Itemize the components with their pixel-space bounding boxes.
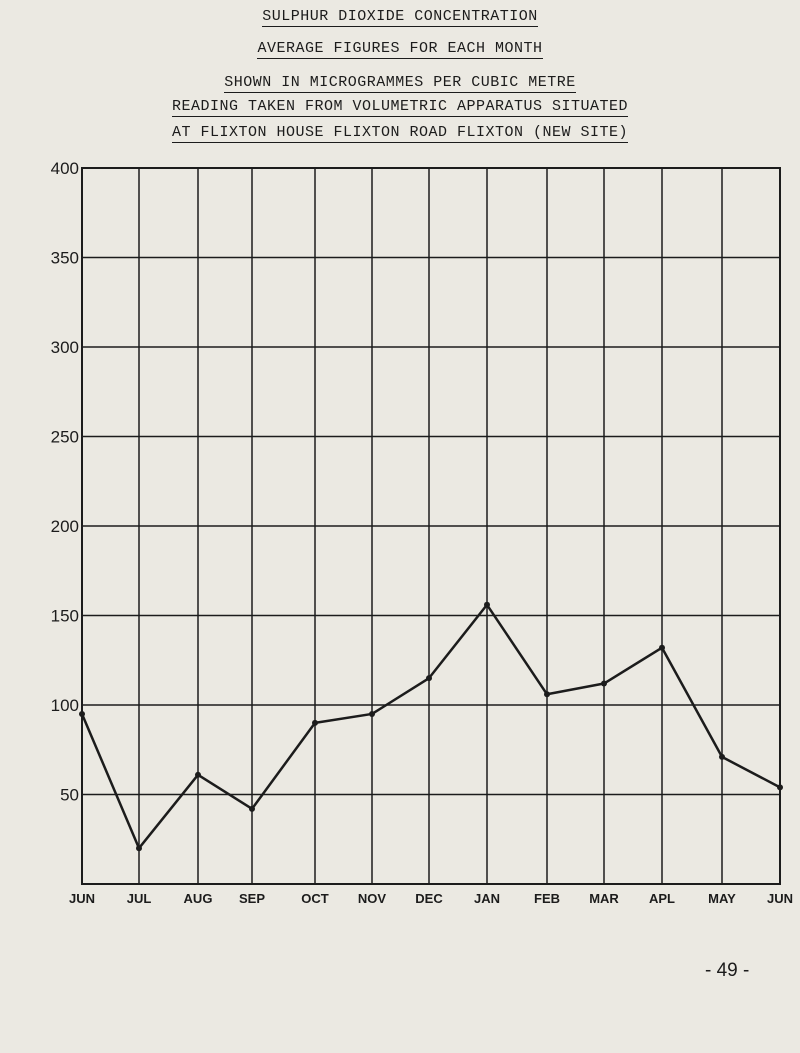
- data-point: [484, 601, 490, 608]
- chart-subtitle-1: AVERAGE FIGURES FOR EACH MONTH: [0, 40, 800, 59]
- x-tick-label: MAY: [708, 891, 736, 906]
- title-line-5: AT FLIXTON HOUSE FLIXTON ROAD FLIXTON (N…: [171, 124, 629, 143]
- chart-title: SULPHUR DIOXIDE CONCENTRATION: [0, 8, 800, 27]
- x-tick-label: JUN: [767, 891, 793, 906]
- page-number: - 49 -: [705, 960, 750, 981]
- data-point: [544, 691, 550, 698]
- y-tick-label: 200: [51, 517, 79, 536]
- x-tick-label: JUN: [69, 891, 95, 906]
- y-tick-label: 100: [51, 696, 79, 715]
- data-point: [719, 753, 725, 760]
- y-tick-label: 150: [51, 607, 79, 626]
- x-tick-label: JUL: [127, 891, 152, 906]
- data-point: [312, 719, 318, 726]
- x-tick-label: JAN: [474, 891, 500, 906]
- data-point: [426, 675, 432, 682]
- data-point: [601, 680, 607, 687]
- x-tick-label: NOV: [358, 891, 387, 906]
- data-point: [79, 710, 85, 717]
- title-line-1: SULPHUR DIOXIDE CONCENTRATION: [262, 8, 538, 27]
- x-tick-label: DEC: [415, 891, 443, 906]
- title-line-3: SHOWN IN MICROGRAMMES PER CUBIC METRE: [224, 74, 576, 93]
- title-line-4: READING TAKEN FROM VOLUMETRIC APPARATUS …: [171, 98, 629, 117]
- x-tick-label: SEP: [239, 891, 265, 906]
- y-tick-label: 300: [51, 338, 79, 357]
- chart-subtitle-3: READING TAKEN FROM VOLUMETRIC APPARATUS …: [0, 98, 800, 117]
- x-tick-label: AUG: [184, 891, 213, 906]
- data-point: [136, 845, 142, 852]
- data-point: [195, 771, 201, 778]
- title-line-2: AVERAGE FIGURES FOR EACH MONTH: [257, 40, 543, 59]
- x-tick-label: MAR: [589, 891, 619, 906]
- x-tick-label: FEB: [534, 891, 560, 906]
- chart-subtitle-4: AT FLIXTON HOUSE FLIXTON ROAD FLIXTON (N…: [0, 124, 800, 143]
- x-tick-label: OCT: [301, 891, 329, 906]
- y-tick-label: 350: [51, 249, 79, 268]
- y-tick-label: 400: [51, 159, 79, 178]
- x-tick-label: APL: [649, 891, 675, 906]
- data-point: [777, 784, 783, 791]
- chart-subtitle-2: SHOWN IN MICROGRAMMES PER CUBIC METRE: [0, 74, 800, 93]
- y-tick-label: 250: [51, 428, 79, 447]
- data-point: [249, 805, 255, 812]
- data-point: [659, 644, 665, 651]
- series-line: [80, 603, 781, 850]
- y-tick-label: 50: [60, 786, 79, 805]
- data-point: [369, 710, 375, 717]
